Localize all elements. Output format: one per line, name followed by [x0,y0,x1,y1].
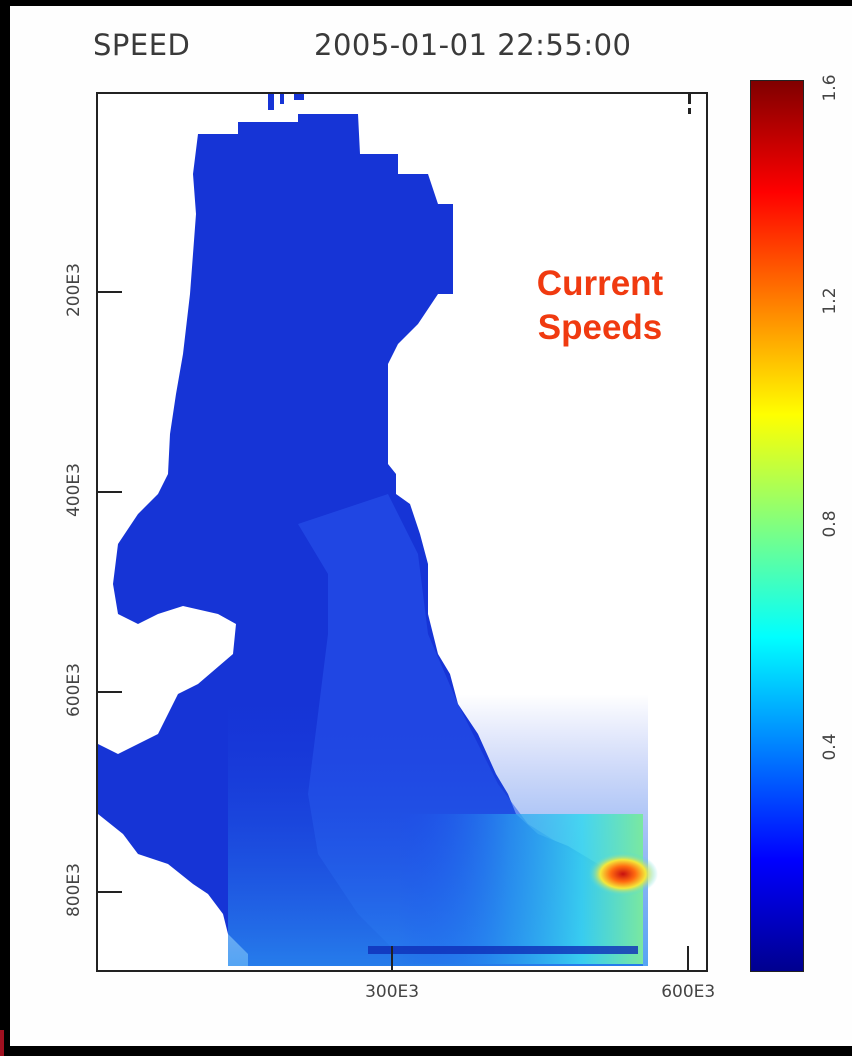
annotation-line-1: Current [536,264,664,303]
plot-area [96,92,708,972]
y-tick-mark [96,691,122,693]
x-tick-label: 300E3 [365,982,420,1002]
frame-edge [0,0,10,1056]
x-tick-label: 600E3 [661,982,716,1002]
chart-timestamp: 2005-01-01 22:55:00 [314,28,632,62]
x-tick-mark [687,946,690,972]
x-tick-mark [391,946,394,972]
y-tick-label: 200E3 [64,263,84,318]
speed-heatmap [98,94,691,966]
annotation-label: Current Speeds [500,262,700,350]
y-tick-label: 600E3 [64,663,84,718]
colorbar-tick-label: 0.4 [820,733,840,761]
y-tick-mark [96,491,122,493]
colorbar-tick-label: 0.8 [820,510,840,538]
colorbar-tick-label: 1.6 [820,74,840,102]
chart-title: SPEED [93,28,191,62]
y-tick-label: 400E3 [64,463,84,518]
annotation-line-2: Speeds [537,308,663,347]
corner-mark [0,1030,4,1056]
y-tick-mark [96,291,122,293]
y-tick-label: 800E3 [64,863,84,918]
colorbar [750,80,804,972]
y-tick-mark [96,891,122,893]
colorbar-tick-label: 1.2 [820,287,840,315]
